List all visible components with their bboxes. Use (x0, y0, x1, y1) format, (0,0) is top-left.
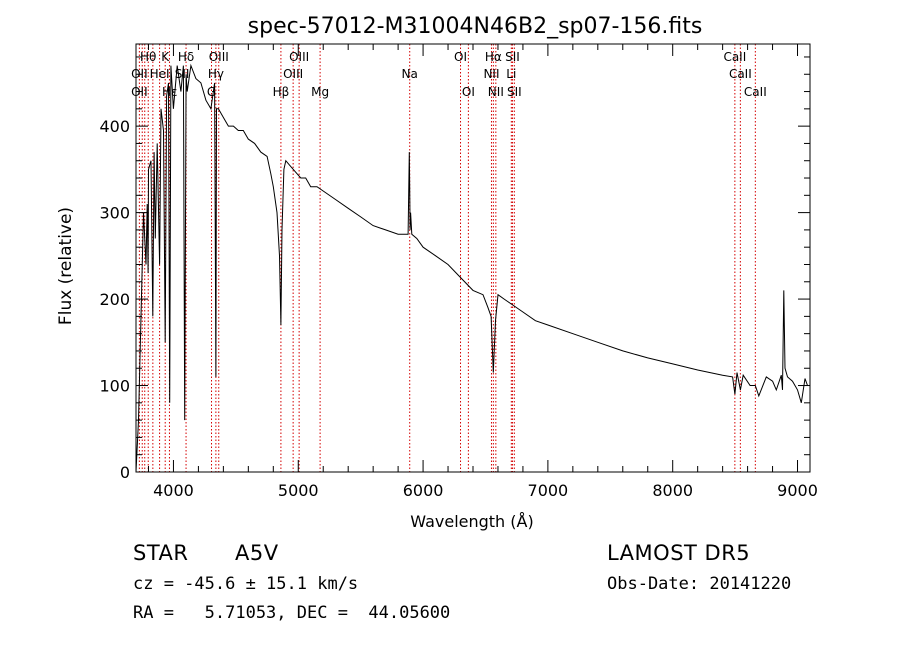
x-axis-label: Wavelength (Å) (410, 512, 533, 531)
survey-name: LAMOST DR5 (607, 541, 751, 565)
y-tick-label: 400 (99, 117, 130, 136)
redshift-velocity: cz = -45.6 ± 15.1 km/s (133, 574, 359, 594)
line-label: Hβ (273, 85, 290, 99)
line-label: SII (175, 67, 190, 81)
line-label: OI (454, 50, 467, 64)
chart-title: spec-57012-M31004N46B2_sp07-156.fits (248, 14, 703, 39)
line-label: Hε (162, 85, 178, 99)
line-label: CaII (723, 50, 746, 64)
x-tick-label: 5000 (278, 481, 319, 500)
x-tick-label: 7000 (528, 481, 569, 500)
object-class: STAR (133, 541, 189, 565)
line-label: OI (462, 85, 475, 99)
axes: 4000 5000 6000 7000 8000 9000 0 100 200 300 400 (99, 44, 818, 500)
line-label: Mg (311, 85, 329, 99)
line-label: HeI (150, 67, 170, 81)
observation-date: Obs-Date: 20141220 (607, 574, 792, 594)
line-label: NII (488, 85, 504, 99)
y-tick-label: 0 (120, 463, 130, 482)
x-tick-label: 6000 (403, 481, 444, 500)
y-tick-label: 300 (99, 204, 130, 223)
line-label: OIII (209, 50, 229, 64)
y-tick-label: 200 (99, 290, 130, 309)
y-tick-label: 100 (99, 377, 130, 396)
line-label: OIII (283, 67, 303, 81)
line-label: CaII (729, 67, 752, 81)
line-label: Li (506, 67, 516, 81)
line-label: Na (402, 67, 418, 81)
spectrum-line (135, 63, 808, 473)
x-tick-label: 4000 (153, 481, 194, 500)
line-label: SII (505, 50, 520, 64)
line-label: Hγ (208, 67, 224, 81)
line-label: OII (131, 67, 148, 81)
spectrum-series (135, 63, 808, 473)
line-label: Hα (485, 50, 502, 64)
line-label: SII (507, 85, 522, 99)
line-label: OII (131, 85, 148, 99)
object-subclass: A5V (235, 541, 279, 565)
line-label: CaII (744, 85, 767, 99)
line-label: Hδ (178, 50, 194, 64)
plot-frame (135, 43, 811, 473)
line-label: K (161, 50, 170, 64)
line-label: NII (483, 67, 499, 81)
line-label: G (207, 85, 216, 99)
x-tick-label: 9000 (777, 481, 818, 500)
y-axis-label: Flux (relative) (56, 207, 76, 325)
reference-lines (138, 44, 756, 472)
line-label: Hθ (140, 50, 156, 64)
coordinates: RA = 5.71053, DEC = 44.05600 (133, 603, 451, 623)
x-tick-label: 8000 (652, 481, 693, 500)
line-label: OIII (289, 50, 309, 64)
